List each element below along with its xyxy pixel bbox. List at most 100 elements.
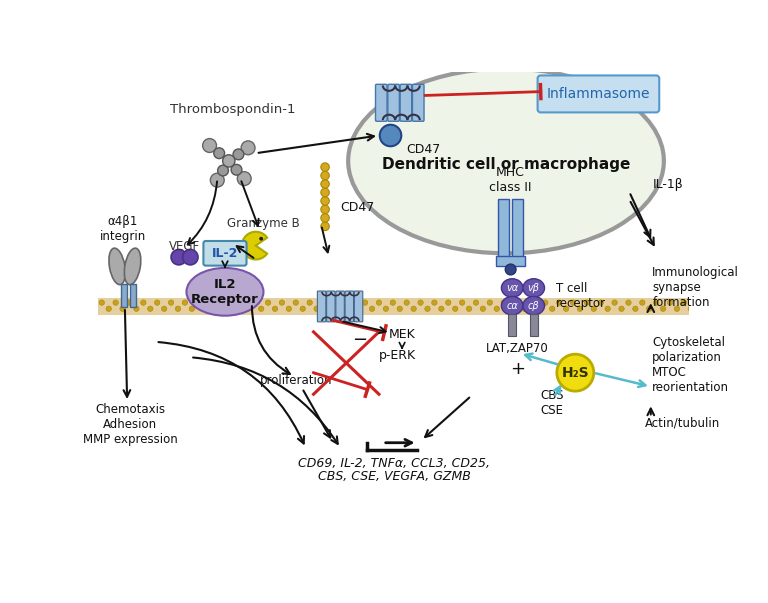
Circle shape: [640, 300, 645, 305]
Text: cβ: cβ: [528, 301, 540, 311]
Circle shape: [633, 306, 638, 311]
Text: Granzyme B: Granzyme B: [227, 217, 300, 230]
Circle shape: [175, 306, 180, 311]
Circle shape: [231, 165, 242, 175]
Circle shape: [307, 300, 313, 305]
FancyBboxPatch shape: [204, 241, 247, 266]
Circle shape: [321, 180, 329, 188]
Text: CD47: CD47: [340, 201, 375, 213]
Text: T cell
receptor: T cell receptor: [556, 282, 606, 310]
Text: Thrombospondin-1: Thrombospondin-1: [170, 103, 296, 116]
Text: CD69, IL-2, TNFα, CCL3, CD25,: CD69, IL-2, TNFα, CCL3, CD25,: [299, 457, 491, 470]
FancyBboxPatch shape: [388, 84, 399, 121]
Circle shape: [356, 306, 361, 311]
Circle shape: [252, 300, 257, 305]
Circle shape: [674, 306, 680, 311]
Text: IL-1β: IL-1β: [652, 177, 683, 191]
Circle shape: [557, 300, 562, 305]
Circle shape: [217, 165, 228, 176]
Circle shape: [189, 306, 194, 311]
Circle shape: [183, 250, 198, 265]
Circle shape: [550, 306, 555, 311]
Circle shape: [321, 205, 329, 213]
Circle shape: [466, 306, 472, 311]
Bar: [131, 284, 137, 307]
Circle shape: [168, 300, 174, 305]
Text: Immunological
synapse
formation: Immunological synapse formation: [652, 267, 739, 309]
Text: MHC
class II: MHC class II: [489, 166, 532, 194]
Circle shape: [214, 148, 224, 159]
Circle shape: [241, 141, 255, 155]
Text: α4β1
integrin: α4β1 integrin: [99, 215, 146, 243]
Circle shape: [335, 300, 340, 305]
Text: vβ: vβ: [528, 283, 540, 293]
Bar: [498, 200, 509, 257]
Text: CD47: CD47: [406, 143, 440, 156]
Circle shape: [134, 306, 139, 311]
Circle shape: [280, 300, 285, 305]
FancyBboxPatch shape: [336, 291, 344, 322]
Circle shape: [584, 300, 590, 305]
Circle shape: [612, 300, 617, 305]
Circle shape: [557, 354, 594, 391]
Circle shape: [342, 306, 347, 311]
Text: CBS, CSE, VEGFA, GZMB: CBS, CSE, VEGFA, GZMB: [318, 470, 471, 482]
Circle shape: [369, 306, 375, 311]
Circle shape: [397, 306, 402, 311]
Circle shape: [432, 300, 437, 305]
Circle shape: [244, 306, 250, 311]
Circle shape: [321, 300, 326, 305]
Circle shape: [230, 306, 236, 311]
Circle shape: [300, 306, 306, 311]
Circle shape: [535, 306, 541, 311]
Text: H₂S: H₂S: [561, 365, 589, 380]
Circle shape: [578, 306, 583, 311]
Circle shape: [667, 300, 673, 305]
Circle shape: [445, 300, 451, 305]
Circle shape: [688, 306, 694, 311]
Circle shape: [647, 306, 652, 311]
FancyBboxPatch shape: [354, 291, 362, 322]
Circle shape: [237, 300, 243, 305]
Circle shape: [494, 306, 499, 311]
Circle shape: [321, 197, 329, 205]
Text: Actin/tubulin: Actin/tubulin: [644, 416, 720, 429]
Ellipse shape: [124, 248, 141, 285]
Circle shape: [439, 306, 444, 311]
Circle shape: [293, 300, 299, 305]
Circle shape: [196, 300, 201, 305]
Circle shape: [505, 264, 516, 275]
Text: Dendritic cell or macrophage: Dendritic cell or macrophage: [382, 157, 631, 172]
Text: LAT,ZAP70: LAT,ZAP70: [486, 341, 549, 355]
Circle shape: [452, 306, 458, 311]
Circle shape: [626, 300, 631, 305]
Text: IL2
Receptor: IL2 Receptor: [191, 278, 259, 306]
Circle shape: [390, 300, 396, 305]
Bar: [508, 314, 516, 336]
Text: CBS
CSE: CBS CSE: [541, 390, 564, 417]
Circle shape: [182, 300, 187, 305]
Text: Inflammasome: Inflammasome: [547, 87, 650, 101]
Circle shape: [237, 172, 251, 186]
Circle shape: [127, 300, 132, 305]
Circle shape: [154, 300, 160, 305]
Circle shape: [161, 306, 167, 311]
Circle shape: [487, 300, 492, 305]
Wedge shape: [242, 232, 267, 259]
Circle shape: [223, 155, 235, 167]
Circle shape: [515, 300, 520, 305]
Text: MEK: MEK: [389, 327, 415, 341]
Circle shape: [571, 300, 576, 305]
Circle shape: [210, 300, 215, 305]
Circle shape: [528, 300, 534, 305]
Text: IL-2: IL-2: [212, 247, 238, 260]
Circle shape: [141, 300, 146, 305]
Circle shape: [564, 306, 569, 311]
Bar: [512, 200, 523, 257]
FancyBboxPatch shape: [326, 291, 335, 322]
Circle shape: [321, 213, 329, 222]
Bar: [98, 298, 690, 315]
Circle shape: [106, 306, 111, 311]
Text: +: +: [510, 360, 525, 378]
Circle shape: [654, 300, 659, 305]
